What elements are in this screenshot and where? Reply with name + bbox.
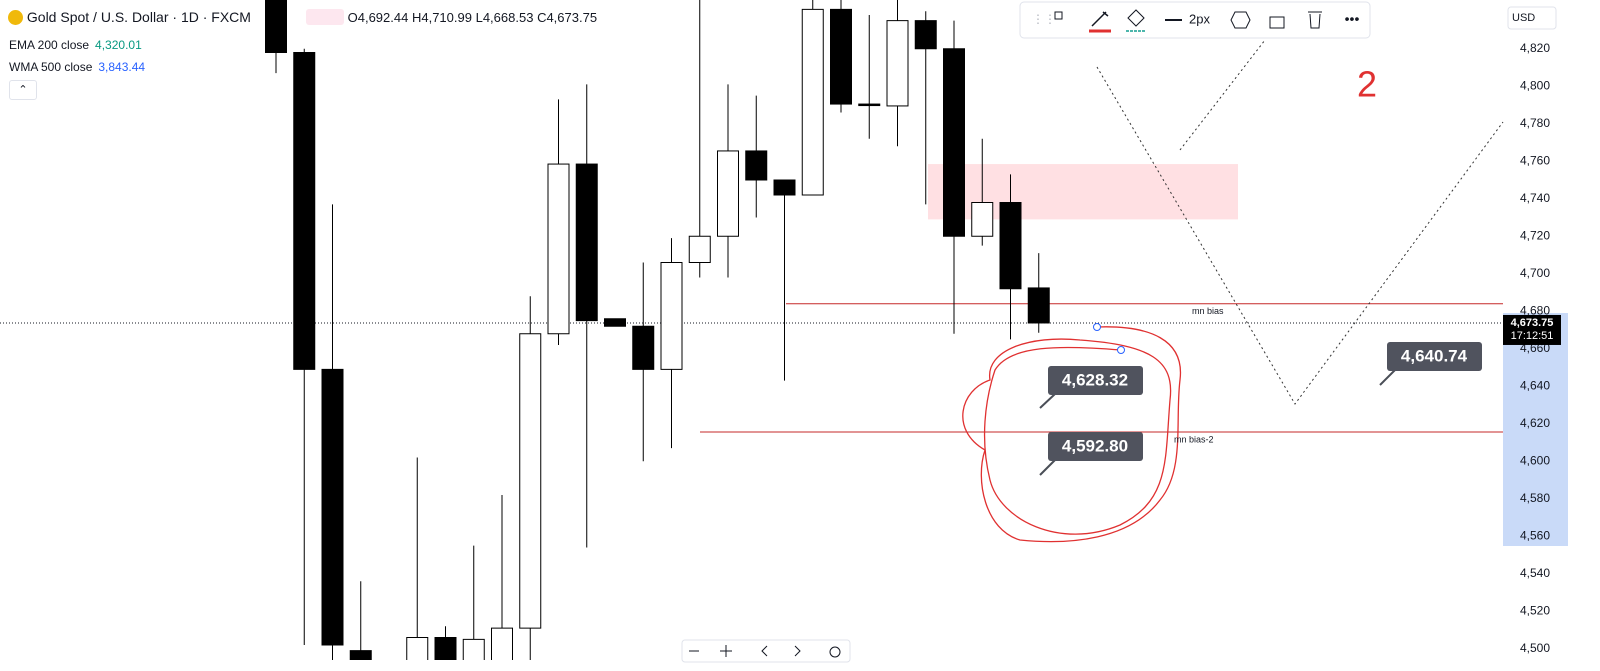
candle-body (773, 179, 796, 196)
y-tick-label: 4,700 (1520, 266, 1550, 280)
y-tick-label: 4,780 (1520, 116, 1550, 130)
candle-body (717, 150, 739, 237)
callout-text: 4,628.32 (1062, 370, 1128, 389)
candle-body (830, 8, 852, 105)
horizontal-line-label: mn bias-2 (1174, 434, 1214, 444)
price-tag (1503, 314, 1561, 345)
pattern-line[interactable] (1179, 39, 1266, 151)
countdown: 17:12:51 (1511, 330, 1554, 342)
candle-body (660, 262, 683, 370)
candle-body (604, 318, 626, 327)
line-width[interactable]: 2px (1189, 11, 1210, 26)
y-tick-label: 4,820 (1520, 41, 1550, 55)
candle-body (265, 0, 287, 53)
ohlc-close: C4,673.75 (537, 10, 598, 25)
bottom-nav (681, 639, 851, 663)
candle-body (858, 103, 881, 107)
y-tick-label: 4,720 (1520, 228, 1550, 242)
candle-body (575, 163, 598, 322)
symbol[interactable]: Gold Spot / U.S. Dollar · 1D · FXCM (26, 9, 251, 25)
candle-body (349, 650, 372, 660)
y-tick-label: 4,680 (1520, 303, 1550, 317)
candle-body (632, 325, 655, 370)
y-tick-label: 4,560 (1520, 528, 1550, 542)
plot-area (0, 0, 1503, 660)
candle-body (519, 333, 542, 629)
indicator[interactable]: EMA 200 close 4,320.01 (9, 34, 145, 56)
y-tick-label: 4,620 (1520, 416, 1550, 430)
y-tick-label: 4,540 (1520, 566, 1550, 580)
reset[interactable] (829, 646, 841, 658)
hand-drawn-circle[interactable] (962, 326, 1182, 543)
icon-fill[interactable] (1127, 9, 1145, 27)
candle-body (886, 20, 909, 107)
icon-pen-glyph (1091, 11, 1109, 27)
y-tick-label: 4,580 (1520, 491, 1550, 505)
axis-selection (1503, 313, 1568, 546)
candle-body (745, 150, 768, 181)
scroll-right[interactable] (794, 645, 801, 657)
candle-body (462, 638, 485, 660)
indicator-name: WMA 500 close (9, 60, 93, 74)
currency: USD (1512, 12, 1535, 24)
y-tick-label: 4,800 (1520, 78, 1550, 92)
candle-body (547, 163, 570, 335)
ohlc: O4,692.44 H4,710.99 L4,668.53 C4,673.75 (306, 9, 597, 25)
price-tag-label: 4,673.75 (1511, 317, 1554, 329)
callout[interactable]: 4,592.80 (1039, 432, 1143, 476)
candle-body (943, 48, 965, 237)
symbol-icon (8, 10, 23, 25)
candle-body (914, 20, 937, 50)
indicator[interactable]: WMA 500 close 3,843.44 (9, 56, 145, 78)
currency-button[interactable] (1507, 6, 1557, 30)
handle[interactable] (1117, 346, 1125, 354)
drawing-toolbar: ⋮⋮ 2px ••• (1019, 1, 1371, 39)
ohlc-low: L4,668.53 (475, 10, 534, 25)
icon-settings[interactable] (1230, 11, 1251, 29)
indicator-name: EMA 200 close (9, 38, 90, 52)
drag-handle[interactable]: ⋮⋮ (1032, 12, 1056, 26)
y-tick-label: 4,760 (1520, 153, 1550, 167)
axis-group: 4,500 4,520 4,540 4,560 4,580 4,600 4,620 4,640… (1503, 41, 1561, 655)
horizontal-line-label: mn bias (1192, 306, 1224, 316)
callout-text: 4,592.80 (1062, 436, 1128, 455)
candle-body (434, 637, 457, 660)
candle-body (293, 52, 316, 370)
candle-body (1027, 287, 1050, 324)
scroll-left[interactable] (761, 645, 768, 657)
candle-body (801, 8, 824, 196)
icon-delete[interactable] (1308, 11, 1322, 29)
icon-lock[interactable] (1269, 16, 1285, 29)
y-tick-label: 4,520 (1520, 603, 1550, 617)
handle[interactable] (1093, 323, 1101, 331)
pattern-line[interactable] (1096, 66, 1504, 405)
collapse-button[interactable]: ⌃ (9, 80, 37, 100)
icon-more[interactable]: ••• (1345, 11, 1360, 27)
callout[interactable]: 4,640.74 (1379, 342, 1482, 386)
candle-body (406, 637, 429, 660)
indicator-value: 3,843.44 (98, 60, 146, 74)
candle-body (491, 627, 513, 660)
candle-body (999, 202, 1022, 290)
y-tick-label: 4,500 (1520, 641, 1550, 655)
y-tick-label: 4,640 (1520, 378, 1550, 392)
legend-header: Gold Spot / U.S. Dollar · 1D · FXCM (8, 9, 251, 25)
callout[interactable]: 4,628.32 (1039, 366, 1143, 409)
indicator-value: 4,320.01 (95, 38, 142, 52)
ohlc-open: O4,692.44 (347, 10, 409, 25)
candle-body (321, 368, 344, 646)
icon-template[interactable] (1054, 11, 1063, 20)
callout-text: 4,640.74 (1401, 346, 1468, 365)
ohlc-high: H4,710.99 (411, 10, 472, 25)
candle-body (688, 235, 711, 263)
note-text[interactable]: 2 (1357, 64, 1377, 105)
candle-body (971, 202, 994, 237)
y-tick-label: 4,740 (1520, 191, 1550, 205)
zoom-in[interactable] (720, 645, 732, 657)
status-badge (306, 9, 344, 25)
indicators: EMA 200 close 4,320.01 WMA 500 close 3,843.… (9, 34, 145, 78)
y-tick-label: 4,600 (1520, 453, 1550, 467)
